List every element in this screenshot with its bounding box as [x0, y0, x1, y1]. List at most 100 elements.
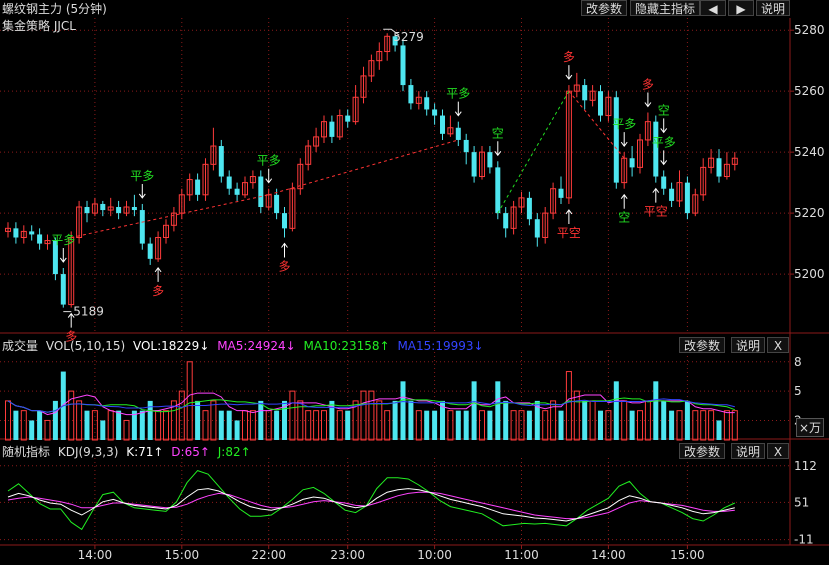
- prev-arrow-button[interactable]: ◀: [700, 0, 726, 16]
- hide-main-indicator-button[interactable]: 隐藏主指标: [630, 0, 701, 16]
- candle-body: [503, 213, 509, 229]
- kdj-params: KDJ(9,3,3): [57, 445, 119, 459]
- candle-body: [731, 157, 738, 165]
- volume-bar: [345, 410, 351, 440]
- volume-bar: [163, 410, 169, 441]
- candle-body: [637, 139, 643, 168]
- help-button[interactable]: 说明: [756, 0, 791, 16]
- kdj-help-button[interactable]: 说明: [731, 443, 766, 459]
- candle-body: [518, 197, 525, 208]
- volume-tick-label: 8: [794, 355, 802, 369]
- candle-body: [661, 176, 667, 189]
- candle-body: [170, 212, 177, 226]
- candle-body: [463, 139, 469, 153]
- signal-label: 平多: [51, 233, 75, 247]
- candle-body: [723, 163, 730, 178]
- candle-body: [424, 97, 430, 110]
- volume-bar: [400, 381, 406, 440]
- x-tick-label: 10:00: [417, 548, 452, 562]
- candle-body: [376, 51, 383, 62]
- strategy-label: 集金策略 JJCL: [2, 19, 76, 33]
- candle-body: [487, 152, 493, 168]
- candle-body: [274, 194, 280, 214]
- candle-body: [432, 109, 438, 116]
- edit-params-button[interactable]: 改参数: [581, 0, 628, 16]
- candle-body: [669, 188, 675, 201]
- volume-bar: [723, 410, 730, 441]
- volume-ma10: MA10:23158↑: [303, 339, 390, 353]
- candle-body: [5, 227, 11, 232]
- volume-title: 成交量: [2, 339, 39, 353]
- volume-bar: [653, 381, 659, 440]
- candle-body: [186, 179, 193, 196]
- candle-body: [352, 96, 359, 123]
- candle-body: [582, 85, 588, 101]
- volume-edit-params-button[interactable]: 改参数: [679, 337, 726, 353]
- x-tick-label: 11:00: [504, 548, 539, 562]
- volume-bar: [408, 400, 414, 440]
- volume-bar: [234, 420, 240, 440]
- kdj-edit-params-button[interactable]: 改参数: [679, 443, 726, 459]
- kdj-close-button[interactable]: X: [767, 443, 789, 459]
- volume-ma15: MA15:19993↓: [397, 339, 484, 353]
- volume-bar: [415, 410, 422, 441]
- volume-bar: [637, 410, 643, 441]
- signal-arrow-down: [644, 92, 652, 108]
- volume-close-button[interactable]: X: [767, 337, 789, 353]
- signal-label: 平多: [652, 135, 676, 149]
- volume-help-button[interactable]: 说明: [731, 337, 766, 353]
- volume-bar: [5, 400, 11, 441]
- volume-bar: [131, 410, 137, 440]
- volume-bar: [210, 400, 217, 441]
- volume-bar: [84, 410, 90, 440]
- volume-bar: [598, 410, 603, 440]
- volume-bar: [661, 400, 667, 440]
- volume-bar: [700, 410, 707, 441]
- candle-body: [313, 136, 320, 147]
- candle-body: [534, 219, 540, 238]
- volume-bar: [249, 410, 256, 441]
- kdj-k-value: K:71↑: [126, 445, 164, 459]
- candle-body: [708, 157, 715, 168]
- candle-body: [210, 145, 217, 165]
- volume-bar: [139, 410, 145, 440]
- next-arrow-button[interactable]: ▶: [728, 0, 754, 16]
- volume-bar: [305, 410, 312, 441]
- signal-arrow-down: [454, 101, 462, 117]
- kdj-d-value: D:65↑: [171, 445, 210, 459]
- signal-arrow-up: [154, 267, 162, 282]
- volume-bar: [360, 390, 367, 441]
- volume-params: VOL(5,10,15): [45, 339, 126, 353]
- signal-label: 平多: [446, 87, 470, 101]
- signal-arrow-down: [59, 247, 67, 263]
- candle-body: [447, 127, 454, 135]
- candle-body: [258, 176, 264, 208]
- signal-label: 平多: [130, 169, 154, 183]
- candle-body: [76, 206, 83, 238]
- volume-bar: [495, 381, 501, 440]
- x-tick-label: 15:00: [670, 548, 705, 562]
- volume-bar: [195, 400, 201, 440]
- kdj-tick-label: 112: [794, 459, 817, 473]
- kdj-j-value: J:82↑: [217, 445, 251, 459]
- volume-bar: [613, 381, 619, 440]
- volume-bar: [242, 410, 248, 441]
- volume-bar: [447, 410, 454, 441]
- volume-bar: [76, 400, 83, 441]
- candle-body: [155, 236, 162, 260]
- x-tick-label: 15:00: [165, 548, 200, 562]
- candle-body: [510, 206, 517, 229]
- signal-label: 多: [278, 259, 290, 273]
- volume-bar: [329, 400, 335, 440]
- volume-panel-header: 成交量 VOL(5,10,15) VOL:18229↓ MA5:24924↓ M…: [2, 337, 484, 354]
- high-marker: [383, 28, 400, 36]
- volume-bar: [52, 400, 58, 440]
- volume-bar: [297, 400, 304, 441]
- candle-body: [558, 188, 564, 198]
- low-price-label: 5189: [73, 305, 104, 319]
- candle-body: [123, 206, 130, 214]
- candle-body: [384, 35, 391, 53]
- kdj-k-line: [7, 488, 735, 522]
- candle-body: [336, 115, 343, 138]
